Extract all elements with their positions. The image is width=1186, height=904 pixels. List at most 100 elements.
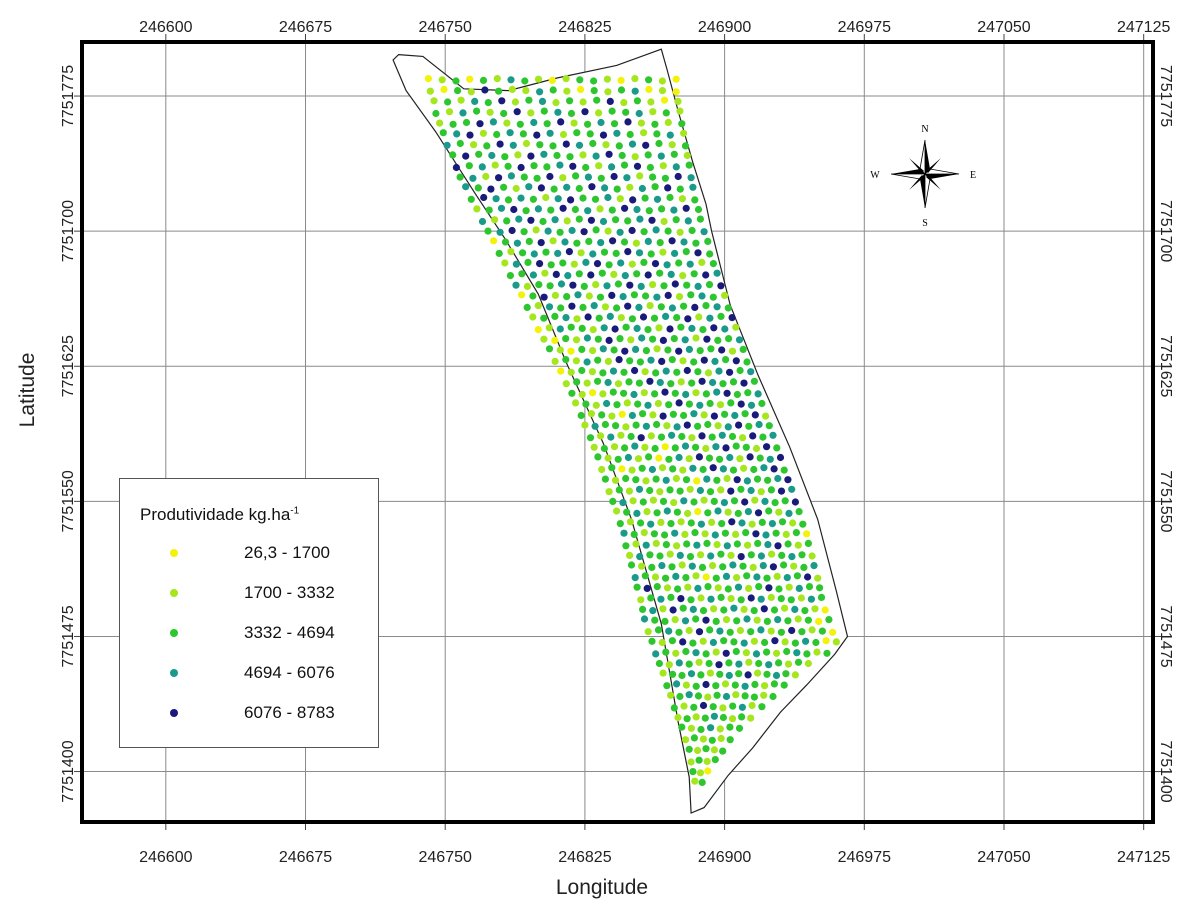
yield-point bbox=[608, 291, 616, 299]
yield-point bbox=[698, 292, 706, 300]
yield-point bbox=[712, 443, 720, 451]
yield-point bbox=[573, 239, 581, 247]
yield-point bbox=[648, 637, 656, 645]
yield-point bbox=[706, 399, 714, 408]
yield-point bbox=[530, 118, 538, 127]
yield-point bbox=[575, 141, 584, 149]
yield-point bbox=[570, 119, 578, 127]
yield-point bbox=[658, 357, 666, 365]
yield-point bbox=[688, 379, 696, 387]
yield-point bbox=[610, 270, 618, 278]
yield-point bbox=[680, 702, 688, 710]
yield-point bbox=[610, 346, 618, 354]
yield-point bbox=[657, 152, 665, 160]
legend-swatch bbox=[170, 629, 178, 637]
yield-point bbox=[675, 259, 683, 267]
yield-point bbox=[677, 378, 685, 386]
yield-point bbox=[638, 184, 647, 193]
yield-point bbox=[643, 584, 651, 593]
yield-point bbox=[678, 120, 686, 128]
yield-point bbox=[462, 118, 471, 127]
yield-point bbox=[568, 389, 576, 397]
yield-point bbox=[586, 434, 595, 442]
yield-point bbox=[746, 453, 754, 461]
yield-point bbox=[670, 704, 678, 712]
yield-point bbox=[648, 216, 656, 224]
yield-point bbox=[781, 638, 789, 646]
yield-point bbox=[628, 466, 636, 474]
yield-point bbox=[736, 366, 744, 375]
yield-point bbox=[599, 217, 608, 226]
yield-point bbox=[657, 518, 665, 527]
yield-point bbox=[768, 520, 777, 528]
yield-point bbox=[635, 109, 643, 118]
yield-point bbox=[727, 399, 735, 407]
yield-point bbox=[775, 585, 783, 593]
yield-point bbox=[550, 185, 558, 193]
yield-point bbox=[598, 411, 606, 419]
yield-point bbox=[713, 269, 721, 277]
yield-point bbox=[652, 226, 660, 234]
yield-point bbox=[569, 162, 577, 170]
yield-point bbox=[649, 108, 657, 116]
yield-point bbox=[769, 563, 778, 571]
yield-point bbox=[763, 443, 771, 451]
yield-point bbox=[444, 98, 452, 106]
yield-point bbox=[712, 574, 720, 582]
yield-point bbox=[589, 250, 597, 258]
field-boundary bbox=[392, 48, 849, 814]
yield-point bbox=[678, 671, 686, 680]
yield-point bbox=[644, 271, 652, 279]
yield-point bbox=[617, 431, 625, 439]
yield-point bbox=[449, 151, 457, 159]
legend-swatch bbox=[170, 589, 178, 597]
yield-point bbox=[726, 453, 734, 462]
yield-point bbox=[721, 680, 730, 688]
yield-point bbox=[699, 637, 707, 645]
yield-point bbox=[513, 108, 521, 116]
yield-point bbox=[609, 388, 617, 396]
yield-point bbox=[760, 605, 768, 613]
yield-point bbox=[438, 76, 446, 84]
yield-point bbox=[821, 606, 829, 614]
yield-point bbox=[577, 411, 585, 420]
yield-point bbox=[721, 325, 729, 333]
yield-point bbox=[539, 217, 547, 226]
yield-point bbox=[581, 421, 589, 429]
yield-point bbox=[754, 669, 762, 677]
yield-point bbox=[655, 324, 663, 332]
yield-point bbox=[724, 508, 732, 516]
yield-point bbox=[687, 174, 695, 182]
yield-point bbox=[474, 184, 482, 192]
yield-point bbox=[621, 272, 629, 280]
yield-point bbox=[595, 109, 603, 117]
yield-point bbox=[635, 303, 643, 311]
yield-point bbox=[607, 433, 615, 441]
yield-point bbox=[590, 443, 598, 451]
yield-point bbox=[704, 420, 712, 429]
yield-point bbox=[725, 671, 733, 680]
yield-point bbox=[682, 681, 691, 689]
yield-point bbox=[613, 401, 621, 409]
yield-point bbox=[712, 682, 720, 690]
yield-point bbox=[790, 562, 798, 570]
yield-point bbox=[709, 260, 718, 268]
yield-point bbox=[731, 411, 739, 420]
yield-point bbox=[515, 215, 523, 223]
legend-label: 3332 - 4694 bbox=[244, 623, 335, 642]
yield-point bbox=[744, 389, 752, 397]
yield-point bbox=[633, 509, 641, 517]
yield-point bbox=[624, 217, 632, 225]
yield-point bbox=[818, 627, 827, 635]
yield-point bbox=[658, 87, 667, 95]
yield-point bbox=[658, 638, 666, 647]
yield-point bbox=[562, 314, 570, 322]
yield-point bbox=[703, 539, 711, 548]
yield-point bbox=[724, 304, 732, 312]
yield-point bbox=[527, 152, 535, 160]
yield-point bbox=[793, 572, 802, 580]
yield-point bbox=[650, 530, 659, 538]
yield-point bbox=[791, 639, 800, 647]
yield-point bbox=[688, 324, 696, 332]
yield-point bbox=[781, 497, 789, 505]
